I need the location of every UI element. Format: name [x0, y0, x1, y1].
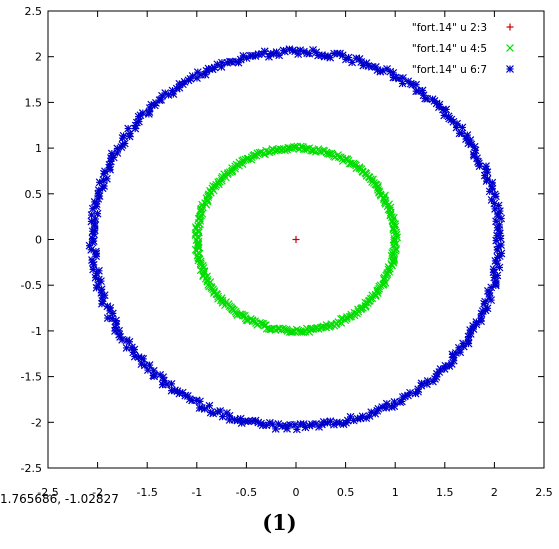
- data-point: [497, 241, 505, 249]
- data-point: [387, 251, 396, 260]
- data-point: [240, 311, 249, 320]
- x-tick-label: 0.5: [337, 486, 355, 499]
- data-point: [449, 356, 458, 365]
- y-tick-label: -0.5: [21, 279, 42, 292]
- x-tick-label: -1.5: [136, 486, 157, 499]
- data-point: [322, 323, 331, 332]
- x-tick-label: 2.5: [535, 486, 553, 499]
- series-star: [85, 45, 506, 434]
- series-cross: [191, 142, 402, 337]
- data-point: [308, 146, 317, 155]
- data-point: [150, 372, 159, 381]
- data-point: [373, 289, 382, 298]
- data-point: [251, 317, 259, 326]
- data-point: [106, 165, 115, 174]
- data-point: [205, 401, 214, 410]
- data-point: [490, 199, 499, 208]
- y-tick-label: -1: [31, 325, 42, 338]
- data-point: [488, 178, 497, 187]
- data-point: [489, 265, 498, 274]
- data-point: [482, 162, 490, 171]
- data-point: [339, 420, 348, 429]
- y-tick-label: 1: [35, 142, 42, 155]
- x-tick-label: -2: [92, 486, 103, 499]
- y-tick-label: 1.5: [25, 96, 43, 109]
- axis-ticks: -2.5 -2 -1.5 -1 -0.5 0 0.5 1 1.5 2 2.5 2.5 2 1.5 1 0.5 0…: [21, 5, 553, 499]
- y-tick-label: -2.5: [21, 462, 42, 475]
- data-point: [193, 241, 202, 250]
- data-point: [483, 304, 492, 313]
- data-point: [169, 90, 178, 98]
- data-point: [290, 420, 299, 429]
- data-point: [292, 425, 301, 434]
- data-point: [100, 169, 108, 178]
- y-tick-label: 0: [35, 234, 42, 247]
- legend-entry-label: "fort.14" u 2:3: [412, 22, 487, 34]
- scatter-plot: -2.5 -2 -1.5 -1 -0.5 0 0.5 1 1.5 2 2.5 2.5 2 1.5 1 0.5 0…: [21, 5, 553, 499]
- data-point: [392, 230, 401, 239]
- data-point: [390, 238, 398, 247]
- data-point: [348, 58, 357, 67]
- cursor-coordinates: 1.765686, -1.02827: [0, 492, 119, 506]
- legend-entry-label: "fort.14" u 6:7: [412, 64, 487, 76]
- data-point: [412, 87, 421, 96]
- figure-caption: (1): [262, 510, 297, 535]
- data-point: [390, 236, 399, 245]
- data-point: [113, 148, 122, 157]
- y-tick-label: -1.5: [21, 371, 42, 384]
- x-tick-label: -1: [191, 486, 202, 499]
- y-tick-label: 2.5: [25, 5, 43, 18]
- data-point: [200, 404, 209, 413]
- data-point: [326, 417, 335, 426]
- data-point: [463, 131, 472, 139]
- y-tick-label: 2: [35, 51, 42, 64]
- data-point: [492, 236, 501, 245]
- data-point: [252, 151, 261, 160]
- data-point: [167, 379, 176, 388]
- data-point: [292, 236, 300, 243]
- data-point: [191, 229, 200, 237]
- data-point: [440, 111, 449, 120]
- data-point: [264, 52, 273, 61]
- x-tick-label: 0: [293, 486, 300, 499]
- data-point: [419, 91, 428, 100]
- y-tick-label: -2: [31, 416, 42, 429]
- data-point: [125, 132, 134, 141]
- legend-entry-label: "fort.14" u 4:5: [412, 43, 487, 55]
- data-point: [287, 328, 296, 336]
- x-tick-label: -0.5: [236, 486, 257, 499]
- series-plus: [292, 236, 300, 243]
- data-point: [145, 361, 154, 370]
- legend: "fort.14" u 2:3 "fort.14" u 4:5 "fort.14" …: [412, 22, 514, 76]
- legend-marker: [506, 44, 514, 52]
- x-tick-label: 1.5: [436, 486, 454, 499]
- x-tick-label: 1: [392, 486, 399, 499]
- x-tick-label: -2.5: [37, 486, 58, 499]
- data-point: [99, 176, 108, 185]
- y-tick-label: 0.5: [25, 188, 43, 201]
- data-point: [85, 241, 94, 250]
- data-point: [341, 55, 350, 64]
- data-point: [196, 397, 204, 406]
- data-point: [209, 409, 218, 418]
- x-tick-label: 2: [491, 486, 498, 499]
- data-marks: [85, 45, 506, 434]
- data-point: [288, 328, 297, 336]
- data-point: [406, 388, 414, 397]
- data-point: [283, 424, 291, 433]
- legend-marker: [506, 23, 514, 31]
- data-point: [309, 46, 317, 54]
- legend-marker: [506, 65, 514, 73]
